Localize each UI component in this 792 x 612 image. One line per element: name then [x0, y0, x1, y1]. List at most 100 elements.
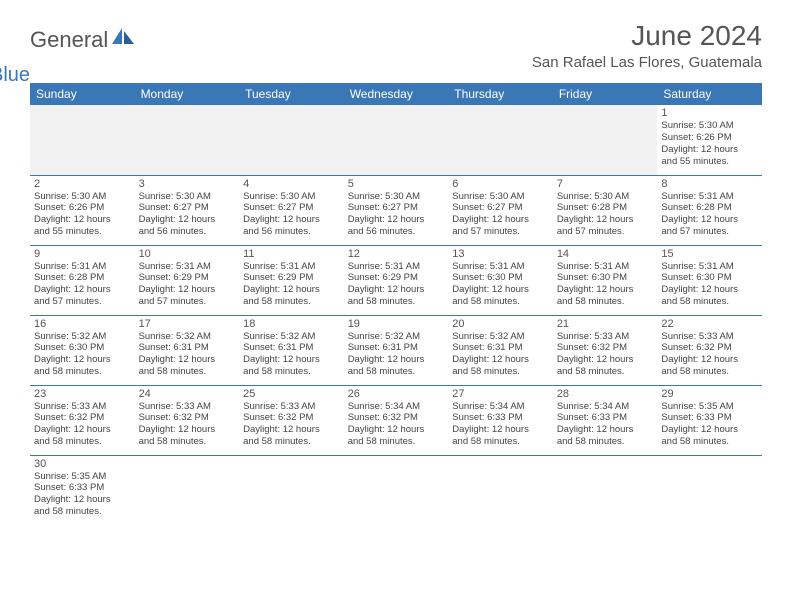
day-info-line: and 58 minutes.: [452, 436, 549, 448]
day-info-line: Daylight: 12 hours: [243, 424, 340, 436]
calendar-page: General Blue June 2024 San Rafael Las Fl…: [0, 0, 792, 545]
day-info-line: Sunrise: 5:30 AM: [34, 191, 131, 203]
day-info-line: Sunrise: 5:32 AM: [348, 331, 445, 343]
day-info-line: Sunset: 6:32 PM: [34, 412, 131, 424]
day-info-line: Sunrise: 5:31 AM: [452, 261, 549, 273]
day-info-line: Daylight: 12 hours: [34, 214, 131, 226]
day-info: Sunrise: 5:33 AMSunset: 6:32 PMDaylight:…: [661, 331, 758, 379]
day-info-line: and 58 minutes.: [34, 506, 131, 518]
day-info-line: and 56 minutes.: [139, 226, 236, 238]
calendar-cell: 12Sunrise: 5:31 AMSunset: 6:29 PMDayligh…: [344, 245, 449, 315]
day-info-line: Daylight: 12 hours: [452, 354, 549, 366]
day-info-line: Daylight: 12 hours: [139, 214, 236, 226]
day-info-line: Sunset: 6:29 PM: [243, 272, 340, 284]
day-info-line: Sunrise: 5:33 AM: [661, 331, 758, 343]
day-info: Sunrise: 5:32 AMSunset: 6:31 PMDaylight:…: [139, 331, 236, 379]
day-info: Sunrise: 5:32 AMSunset: 6:31 PMDaylight:…: [348, 331, 445, 379]
day-info: Sunrise: 5:30 AMSunset: 6:27 PMDaylight:…: [243, 191, 340, 239]
day-info: Sunrise: 5:31 AMSunset: 6:29 PMDaylight:…: [348, 261, 445, 309]
day-info-line: Sunrise: 5:31 AM: [661, 261, 758, 273]
calendar-week: 2Sunrise: 5:30 AMSunset: 6:26 PMDaylight…: [30, 175, 762, 245]
dow-fri: Friday: [553, 83, 658, 105]
dow-sun: Sunday: [30, 83, 135, 105]
day-info-line: Sunrise: 5:30 AM: [452, 191, 549, 203]
day-number: 25: [243, 388, 340, 400]
dow-thu: Thursday: [448, 83, 553, 105]
day-number: 28: [557, 388, 654, 400]
calendar-cell: 27Sunrise: 5:34 AMSunset: 6:33 PMDayligh…: [448, 385, 553, 455]
day-info-line: Sunset: 6:33 PM: [557, 412, 654, 424]
day-info-line: Sunset: 6:31 PM: [348, 342, 445, 354]
day-info-line: Sunset: 6:28 PM: [34, 272, 131, 284]
day-number: 12: [348, 248, 445, 260]
dow-sat: Saturday: [657, 83, 762, 105]
day-info-line: and 58 minutes.: [557, 366, 654, 378]
day-info-line: and 58 minutes.: [243, 436, 340, 448]
calendar-cell: 29Sunrise: 5:35 AMSunset: 6:33 PMDayligh…: [657, 385, 762, 455]
day-info-line: Daylight: 12 hours: [452, 284, 549, 296]
calendar-cell: 17Sunrise: 5:32 AMSunset: 6:31 PMDayligh…: [135, 315, 240, 385]
day-info: Sunrise: 5:34 AMSunset: 6:33 PMDaylight:…: [452, 401, 549, 449]
day-info-line: Daylight: 12 hours: [557, 284, 654, 296]
day-info: Sunrise: 5:31 AMSunset: 6:29 PMDaylight:…: [139, 261, 236, 309]
day-info-line: Sunrise: 5:32 AM: [139, 331, 236, 343]
day-number: 14: [557, 248, 654, 260]
day-number: 7: [557, 178, 654, 190]
calendar-cell: 10Sunrise: 5:31 AMSunset: 6:29 PMDayligh…: [135, 245, 240, 315]
day-info-line: Sunrise: 5:32 AM: [34, 331, 131, 343]
calendar-cell: 24Sunrise: 5:33 AMSunset: 6:32 PMDayligh…: [135, 385, 240, 455]
day-info-line: Sunset: 6:27 PM: [348, 202, 445, 214]
calendar-cell: [135, 105, 240, 175]
day-info-line: Sunrise: 5:35 AM: [661, 401, 758, 413]
day-info-line: and 58 minutes.: [243, 366, 340, 378]
calendar-cell: 6Sunrise: 5:30 AMSunset: 6:27 PMDaylight…: [448, 175, 553, 245]
calendar-cell: 28Sunrise: 5:34 AMSunset: 6:33 PMDayligh…: [553, 385, 658, 455]
calendar-cell: [448, 455, 553, 525]
day-info-line: and 58 minutes.: [34, 436, 131, 448]
logo-word1: General: [30, 27, 108, 53]
calendar-cell: 16Sunrise: 5:32 AMSunset: 6:30 PMDayligh…: [30, 315, 135, 385]
day-number: 29: [661, 388, 758, 400]
day-number: 20: [452, 318, 549, 330]
day-info: Sunrise: 5:30 AMSunset: 6:27 PMDaylight:…: [452, 191, 549, 239]
day-number: 15: [661, 248, 758, 260]
dow-wed: Wednesday: [344, 83, 449, 105]
day-info-line: Sunrise: 5:34 AM: [452, 401, 549, 413]
day-number: 6: [452, 178, 549, 190]
calendar-week: 9Sunrise: 5:31 AMSunset: 6:28 PMDaylight…: [30, 245, 762, 315]
day-info-line: and 58 minutes.: [243, 296, 340, 308]
day-info-line: Sunset: 6:27 PM: [243, 202, 340, 214]
day-info-line: Daylight: 12 hours: [243, 214, 340, 226]
calendar-cell: 15Sunrise: 5:31 AMSunset: 6:30 PMDayligh…: [657, 245, 762, 315]
day-info-line: and 58 minutes.: [348, 296, 445, 308]
day-info-line: and 58 minutes.: [557, 436, 654, 448]
day-number: 8: [661, 178, 758, 190]
day-info-line: Daylight: 12 hours: [661, 144, 758, 156]
day-info-line: Sunrise: 5:31 AM: [661, 191, 758, 203]
day-info-line: Sunset: 6:32 PM: [348, 412, 445, 424]
day-info: Sunrise: 5:34 AMSunset: 6:32 PMDaylight:…: [348, 401, 445, 449]
day-info: Sunrise: 5:30 AMSunset: 6:26 PMDaylight:…: [34, 191, 131, 239]
calendar-body: 1Sunrise: 5:30 AMSunset: 6:26 PMDaylight…: [30, 105, 762, 525]
day-info-line: and 58 minutes.: [661, 296, 758, 308]
day-number: 13: [452, 248, 549, 260]
day-number: 3: [139, 178, 236, 190]
day-number: 4: [243, 178, 340, 190]
day-info-line: Daylight: 12 hours: [661, 354, 758, 366]
day-info-line: Sunset: 6:28 PM: [661, 202, 758, 214]
calendar-cell: [657, 455, 762, 525]
day-info-line: and 58 minutes.: [34, 366, 131, 378]
day-info-line: and 57 minutes.: [452, 226, 549, 238]
day-info-line: Daylight: 12 hours: [661, 284, 758, 296]
calendar-cell: 22Sunrise: 5:33 AMSunset: 6:32 PMDayligh…: [657, 315, 762, 385]
calendar-cell: 30Sunrise: 5:35 AMSunset: 6:33 PMDayligh…: [30, 455, 135, 525]
calendar-cell: [344, 455, 449, 525]
day-info-line: Daylight: 12 hours: [557, 424, 654, 436]
day-info-line: Sunset: 6:27 PM: [139, 202, 236, 214]
month-title: June 2024: [532, 20, 762, 52]
calendar-cell: 13Sunrise: 5:31 AMSunset: 6:30 PMDayligh…: [448, 245, 553, 315]
day-info-line: Sunset: 6:33 PM: [452, 412, 549, 424]
day-number: 22: [661, 318, 758, 330]
day-info-line: Daylight: 12 hours: [452, 214, 549, 226]
day-info-line: Daylight: 12 hours: [34, 494, 131, 506]
